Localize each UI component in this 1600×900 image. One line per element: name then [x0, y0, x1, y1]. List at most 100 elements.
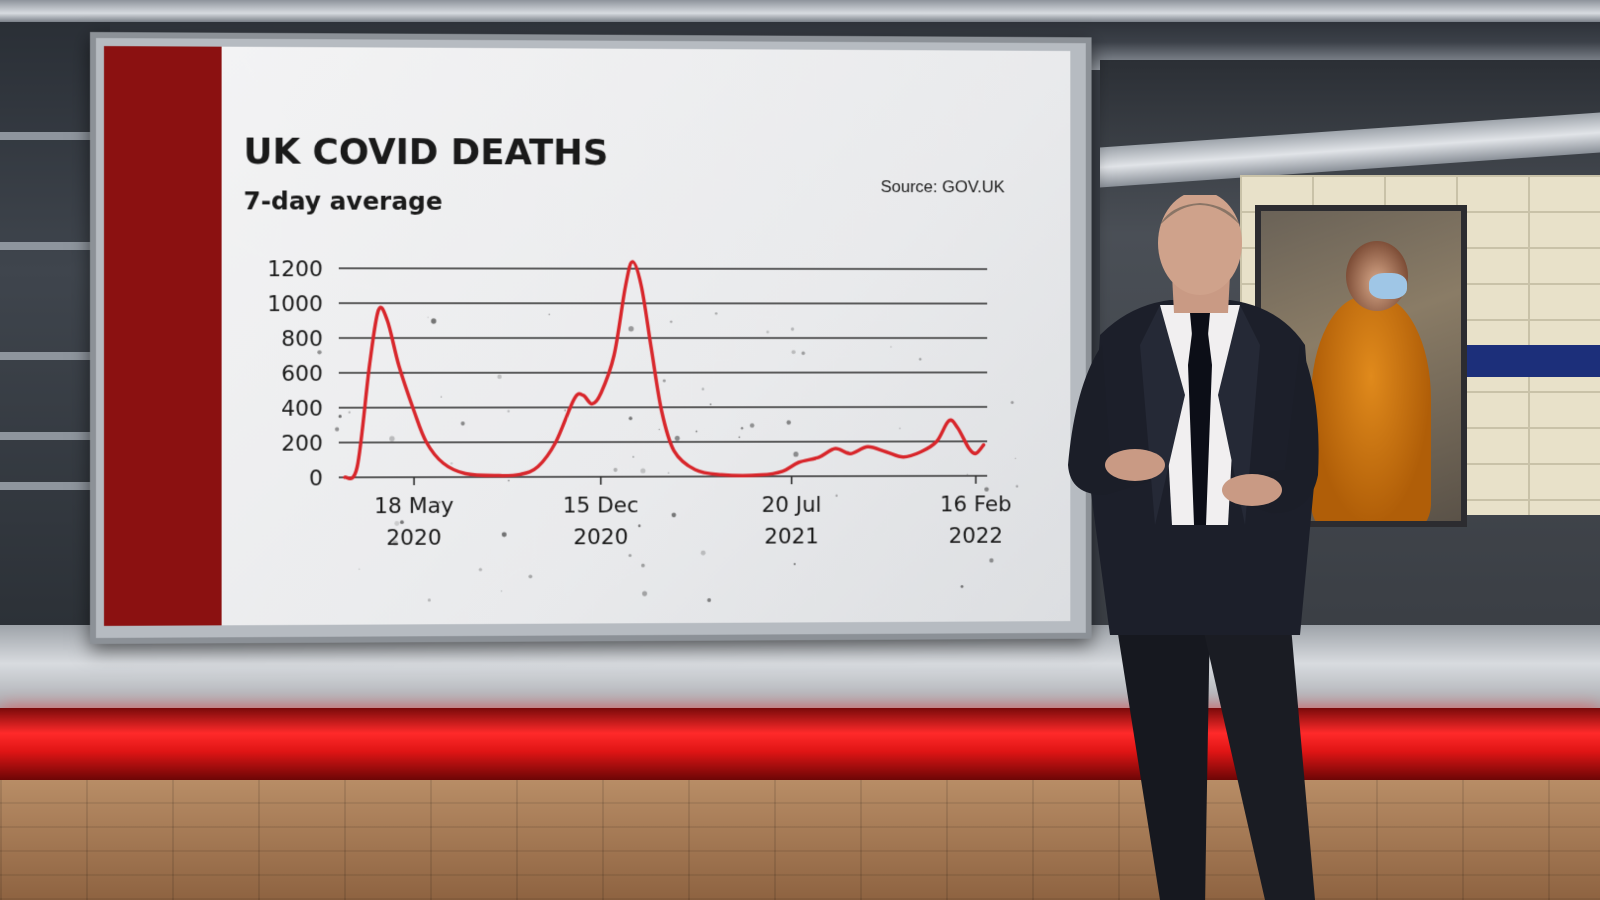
- chart-source: Source: GOV.UK: [881, 177, 1006, 196]
- speckle: [334, 427, 340, 432]
- speckle: [358, 568, 360, 571]
- speckle: [793, 451, 799, 457]
- x-tick-label: 2021: [764, 525, 819, 550]
- deaths-series-line: [345, 261, 984, 478]
- speckle: [460, 421, 465, 426]
- speckle: [890, 345, 892, 348]
- speckle: [658, 428, 660, 431]
- x-tick-label: 15 Dec: [563, 493, 639, 518]
- speckle: [507, 479, 510, 482]
- x-tick-label: 2022: [949, 524, 1003, 549]
- chart-panel: UK COVID DEATHS 7-day average Source: GO…: [221, 46, 1071, 626]
- speckle: [662, 379, 666, 383]
- presenter: [1068, 195, 1319, 900]
- speckle: [793, 562, 796, 566]
- x-tick-label: 20 Jul: [762, 493, 822, 518]
- speckle: [966, 473, 969, 476]
- y-tick-label: 800: [281, 327, 323, 352]
- x-tick-label: 2020: [573, 525, 628, 550]
- speckle: [501, 532, 507, 538]
- speckle: [628, 553, 632, 558]
- speckle: [669, 320, 673, 323]
- grid-line: [339, 441, 987, 442]
- speckle: [989, 558, 994, 563]
- speckle: [642, 591, 648, 597]
- speckle: [613, 467, 618, 472]
- speckle: [700, 550, 706, 556]
- speckle: [400, 520, 404, 525]
- speckle: [738, 436, 741, 438]
- speckle: [507, 409, 510, 413]
- y-tick-label: 600: [281, 362, 323, 387]
- speckle: [984, 487, 989, 492]
- speckle: [528, 574, 533, 579]
- speckle: [641, 563, 645, 568]
- x-tick-label: 16 Feb: [940, 492, 1012, 517]
- chart-subtitle: 7-day average: [243, 186, 442, 215]
- x-axis-ticks: 18 May 2020 15 Dec 2020 20 Jul 2021 16 Feb 2022: [374, 476, 1012, 551]
- speckle: [786, 420, 791, 425]
- red-light-strip: [0, 708, 1600, 780]
- speckle: [548, 313, 550, 316]
- speckle: [791, 349, 796, 355]
- speckle: [918, 357, 922, 361]
- speckle: [440, 396, 442, 398]
- speckle: [674, 435, 680, 441]
- grid-line: [339, 268, 987, 269]
- x-tick-label: 2020: [386, 526, 441, 551]
- y-tick-label: 400: [281, 397, 323, 422]
- ceiling-beam: [0, 0, 1600, 22]
- speckle: [695, 430, 698, 433]
- series-lines: [345, 261, 984, 478]
- speckle: [766, 330, 770, 334]
- speckle: [740, 426, 744, 430]
- speckle: [707, 598, 712, 603]
- speckle: [632, 456, 635, 458]
- speckle: [714, 312, 718, 315]
- speckle: [628, 416, 633, 421]
- speckle: [1014, 457, 1017, 460]
- y-tick-label: 1000: [267, 292, 323, 317]
- speckle: [1015, 485, 1019, 488]
- speckle: [338, 414, 342, 418]
- speckle: [394, 521, 400, 527]
- speckle: [960, 585, 964, 588]
- speckle: [348, 411, 351, 414]
- speckle: [638, 524, 641, 528]
- y-tick-label: 0: [309, 466, 323, 491]
- y-axis-ticks: 0 200 400 600 800 1000 1200: [267, 257, 323, 491]
- speckle: [450, 462, 453, 465]
- speckle: [749, 423, 755, 428]
- speckle: [628, 326, 634, 332]
- grid-lines: [339, 268, 987, 477]
- x-tick-label: 18 May: [374, 494, 453, 519]
- speckle: [640, 468, 646, 474]
- wooden-floor: [0, 780, 1600, 900]
- speckle: [564, 409, 566, 412]
- speckle: [835, 494, 838, 497]
- speckle: [389, 436, 395, 442]
- speckle: [430, 318, 437, 324]
- speckle: [500, 590, 503, 592]
- speckle: [1010, 400, 1014, 404]
- chart-screen: UK COVID DEATHS 7-day average Source: GO…: [90, 32, 1092, 644]
- x-axis-line: [339, 476, 987, 478]
- grid-line: [339, 407, 987, 408]
- speckle-texture: [317, 312, 1019, 603]
- speckle: [790, 327, 795, 331]
- speckle: [667, 472, 670, 474]
- speckle: [497, 374, 502, 379]
- speckle: [899, 427, 901, 430]
- speckle: [392, 540, 398, 546]
- y-tick-label: 1200: [267, 257, 323, 282]
- speckle: [801, 351, 806, 356]
- chart-title: UK COVID DEATHS: [243, 132, 608, 174]
- speckle: [701, 387, 705, 391]
- y-tick-label: 200: [281, 432, 323, 457]
- speckle: [427, 316, 429, 319]
- red-sidebar: [103, 46, 222, 626]
- speckle: [478, 568, 483, 572]
- speckle: [671, 512, 677, 518]
- speckle: [427, 598, 431, 602]
- speckle: [709, 403, 712, 406]
